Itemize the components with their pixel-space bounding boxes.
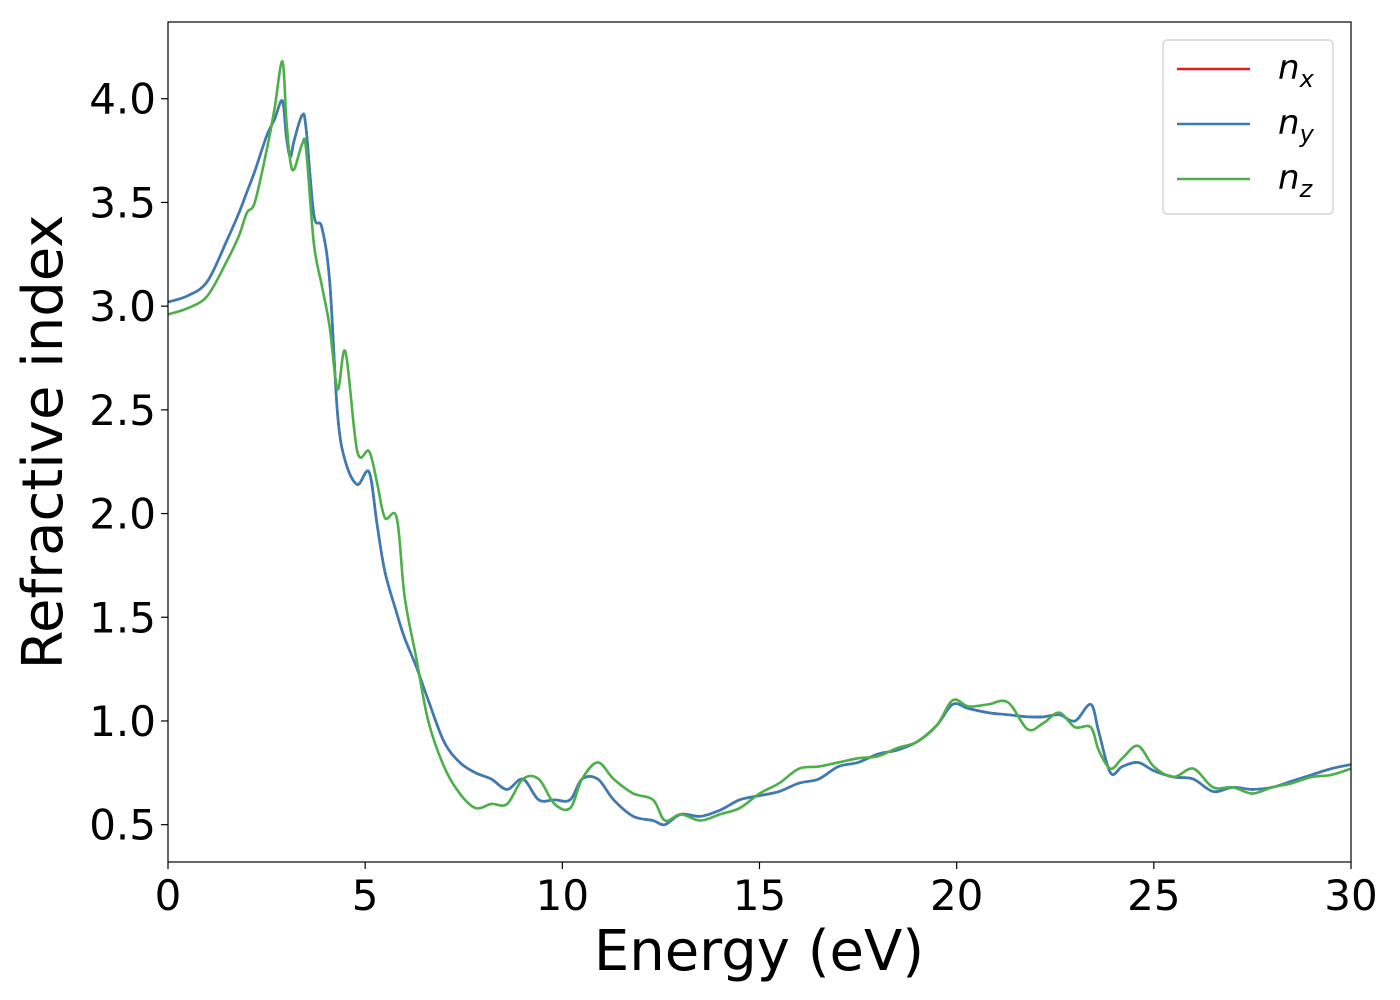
x-tick-label: 0 (155, 871, 182, 920)
legend-label-z: nz (1278, 158, 1314, 203)
series-line-n-z (167, 60, 1352, 823)
x-tick-label: 10 (536, 871, 589, 920)
x-tick-label: 30 (1324, 871, 1377, 920)
x-tick-label: 15 (733, 871, 786, 920)
y-tick-label: 2.5 (89, 386, 156, 435)
y-tick-label: 0.5 (89, 801, 156, 850)
x-axis-title: Energy (eV) (594, 919, 924, 984)
x-tick-label: 5 (352, 871, 379, 920)
y-tick-label: 1.5 (89, 593, 156, 642)
x-axis: 0 5 10 15 20 25 30 (155, 862, 1378, 920)
y-axis: 0.5 1.0 1.5 2.0 2.5 3.0 3.5 4.0 (89, 75, 168, 850)
legend-label-y: ny (1278, 103, 1315, 148)
x-tick-label: 25 (1127, 871, 1180, 920)
y-tick-label: 2.0 (89, 490, 156, 539)
y-tick-label: 1.0 (89, 697, 156, 746)
y-tick-label: 3.0 (89, 282, 156, 331)
series-layer (167, 60, 1352, 827)
x-tick-label: 20 (930, 871, 983, 920)
legend: nx ny nz (1162, 39, 1334, 215)
legend-box (1162, 39, 1334, 215)
legend-label-x: nx (1278, 48, 1315, 93)
series-line-n-y (167, 99, 1352, 827)
y-tick-label: 3.5 (89, 178, 156, 227)
y-tick-label: 4.0 (89, 75, 156, 124)
y-axis-title: Refractive index (11, 215, 76, 670)
